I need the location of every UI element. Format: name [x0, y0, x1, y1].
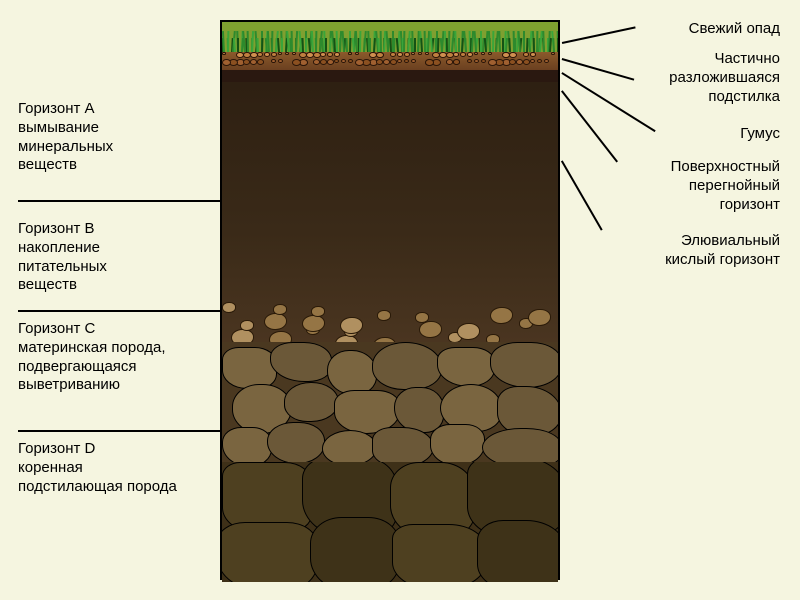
leader-eluvial [561, 160, 602, 230]
leader-humus [562, 72, 656, 132]
leader-fresh-litter [562, 26, 636, 43]
layer-humus [222, 70, 558, 82]
label-horizon-b: Горизонт B накопление питательных вещест… [18, 220, 107, 295]
divider-cd [18, 430, 220, 432]
label-fresh-litter: Свежий опад [689, 20, 780, 39]
label-horizon-a: Горизонт A вымывание минеральных веществ [18, 100, 113, 175]
divider-bc [18, 310, 220, 312]
label-decomposed-litter: Частично разложившаяся подстилка [669, 50, 780, 106]
soil-profile [220, 20, 560, 580]
label-surface-horizon: Поверхностный перегнойный горизонт [671, 158, 780, 214]
layer-horizon-b [222, 232, 558, 342]
layer-horizon-a [222, 82, 558, 232]
layer-litter [222, 52, 558, 70]
layer-horizon-c [222, 342, 558, 462]
label-humus: Гумус [740, 125, 780, 144]
divider-ab [18, 200, 220, 202]
leader-decomposed [562, 58, 635, 80]
layer-grass [222, 22, 558, 52]
label-horizon-c: Горизонт C материнская порода, подвергаю… [18, 320, 165, 395]
label-eluvial-horizon: Элювиальный кислый горизонт [665, 232, 780, 270]
label-horizon-d: Горизонт D коренная подстилающая порода [18, 440, 177, 496]
layer-horizon-d [222, 462, 558, 582]
